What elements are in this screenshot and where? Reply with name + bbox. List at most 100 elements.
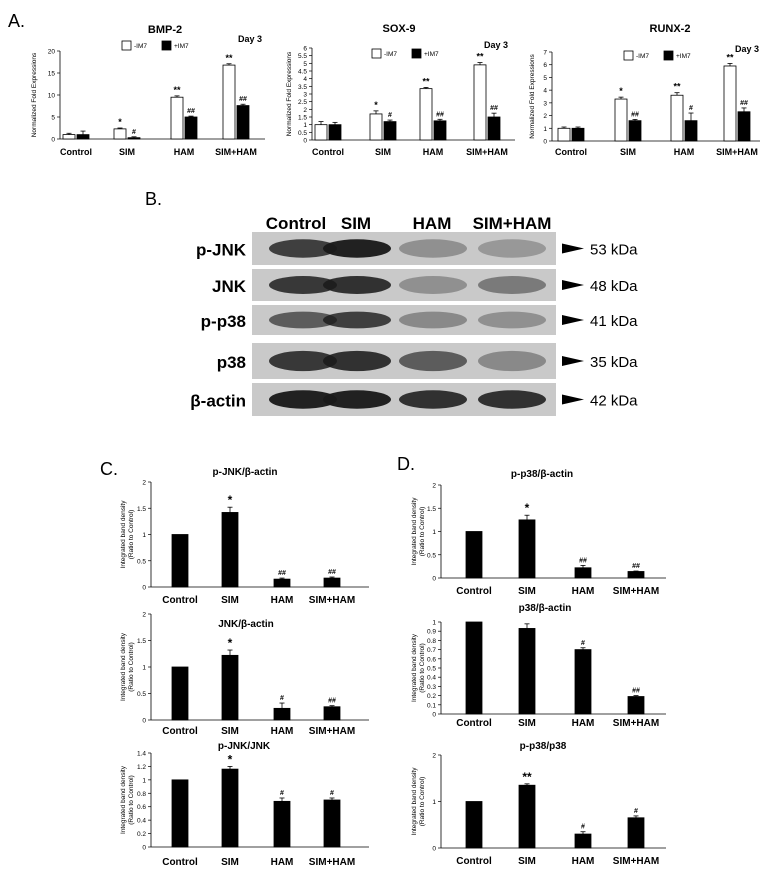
bar — [670, 94, 684, 142]
y-axis-label: Normalized Fold Expressions — [286, 51, 293, 136]
category-label: HAM — [674, 147, 695, 157]
blot-band — [399, 390, 467, 409]
y-tick-label: 0.5 — [298, 130, 307, 137]
y-tick-label: 1 — [432, 799, 436, 806]
blot-arrow — [562, 243, 584, 254]
y-axis-label: Normalized Fold Expressions — [31, 52, 38, 137]
y-axis-label: Integrated band density — [120, 632, 127, 701]
category-label: HAM — [271, 726, 294, 737]
y-tick-label: 1 — [142, 665, 146, 672]
significance-mark: # — [634, 808, 638, 815]
y-axis-label: Integrated band density — [120, 500, 127, 569]
y-tick-label: 0.2 — [137, 831, 146, 838]
category-label: Control — [162, 857, 198, 868]
y-tick-label: 4 — [543, 88, 547, 95]
significance-mark: * — [118, 117, 122, 127]
blot-band — [478, 390, 546, 409]
y-tick-label: 0 — [142, 845, 146, 852]
category-label: Control — [162, 726, 198, 737]
significance-mark: ## — [278, 570, 286, 577]
blot-arrow — [562, 280, 584, 290]
y-tick-label: 1 — [432, 620, 436, 627]
chart-title: SOX-9 — [382, 23, 415, 35]
y-tick-label: 3 — [543, 100, 547, 107]
category-label: HAM — [174, 147, 195, 157]
chart-5: 0 0.5 1 1.5 2 Integrated band density (Ratio t… — [120, 612, 369, 737]
lane-label: Control — [266, 214, 326, 233]
bar — [627, 696, 645, 715]
bar — [518, 628, 536, 715]
chart-title: p-JNK/β-actin — [213, 467, 278, 478]
legend-swatch — [663, 50, 674, 61]
category-label: SIM — [620, 147, 636, 157]
blot-band — [323, 350, 391, 372]
kda-label: 48 kDa — [590, 278, 638, 295]
significance-mark: * — [228, 493, 233, 507]
category-label: SIM — [518, 718, 536, 729]
western-blot: Control SIM HAM SIM+HAM p-JNK 53 kDa JNK 48 kDa… — [190, 214, 638, 416]
bar — [273, 800, 291, 848]
y-tick-label: 2 — [142, 612, 146, 619]
significance-mark: ## — [436, 111, 444, 118]
row-label: p-JNK — [196, 241, 247, 260]
row-label: p-p38 — [201, 312, 246, 331]
bar — [684, 120, 698, 142]
lane-label: SIM — [341, 214, 371, 233]
y-tick-label: 0.7 — [427, 647, 436, 654]
significance-mark: * — [525, 501, 530, 515]
category-label: Control — [456, 718, 492, 729]
category-label: HAM — [572, 856, 595, 867]
kda-label: 42 kDa — [590, 393, 638, 410]
category-label: SIM — [518, 856, 536, 867]
significance-mark: # — [280, 695, 284, 702]
significance-mark: # — [280, 790, 284, 797]
blot-band — [478, 239, 546, 258]
significance-mark: ## — [328, 698, 336, 705]
y-tick-label: 6 — [303, 46, 307, 53]
kda-label: 35 kDa — [590, 354, 638, 371]
category-label: SIM — [221, 857, 239, 868]
y-tick-label: 2 — [543, 113, 547, 120]
y-tick-label: 0 — [432, 712, 436, 719]
y-tick-label: 0.4 — [137, 818, 146, 825]
significance-mark: ## — [579, 557, 587, 564]
significance-mark: # — [388, 112, 392, 119]
y-axis-label: (Ratio to Control) — [419, 777, 426, 827]
blot-band — [323, 311, 391, 329]
row-label: β-actin — [190, 392, 246, 411]
category-label: SIM — [375, 147, 391, 157]
legend-label: +IM7 — [174, 43, 189, 50]
significance-mark: ## — [239, 96, 247, 103]
blot-band — [269, 311, 337, 329]
legend-swatch — [121, 40, 132, 51]
legend-swatch — [411, 48, 422, 59]
y-tick-label: 0.8 — [137, 791, 146, 798]
bar — [473, 64, 487, 141]
y-tick-label: 2 — [432, 483, 436, 490]
category-label: Control — [456, 586, 492, 597]
blot-band — [478, 350, 546, 372]
y-tick-label: 4 — [303, 76, 307, 83]
chart-title: BMP-2 — [148, 24, 182, 36]
significance-mark: ** — [522, 770, 532, 784]
chart-2: 00.511.522.533.544.555.56 Normalized Fold… — [286, 23, 515, 157]
y-axis-label: (Ratio to Control) — [128, 510, 135, 560]
y-tick-label: 1.5 — [427, 506, 436, 513]
category-label: SIM+HAM — [309, 595, 355, 606]
significance-mark: ** — [225, 53, 233, 63]
bar — [369, 113, 383, 141]
category-label: HAM — [572, 718, 595, 729]
y-axis-label: (Ratio to Control) — [419, 643, 426, 693]
bar — [222, 64, 236, 140]
blot-band — [399, 350, 467, 372]
blot-arrow — [562, 356, 584, 366]
bar — [465, 621, 483, 715]
category-label: Control — [162, 595, 198, 606]
chart-title: p38/β-actin — [519, 603, 572, 614]
bar — [273, 578, 291, 588]
y-tick-label: 0 — [142, 585, 146, 592]
category-label: HAM — [271, 595, 294, 606]
bar — [221, 512, 239, 588]
category-label: Control — [555, 147, 587, 157]
